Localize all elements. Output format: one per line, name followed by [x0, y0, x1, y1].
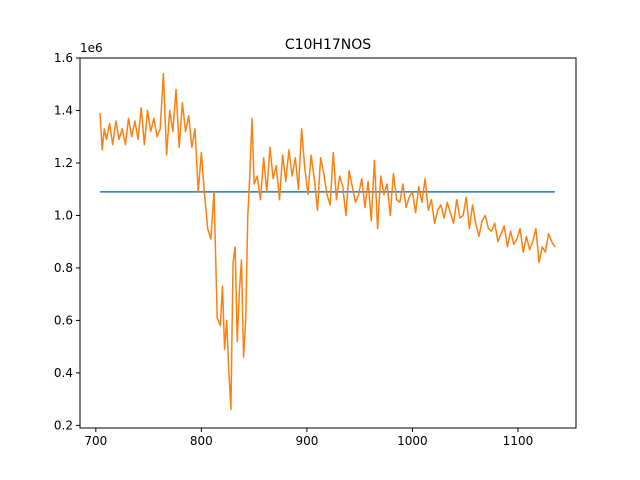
x-tick-label: 800 — [190, 434, 213, 448]
plot-area — [99, 72, 556, 411]
chart-title: C10H17NOS — [285, 37, 371, 53]
x-tick-label: 900 — [295, 434, 318, 448]
y-tick-label: 0.8 — [54, 261, 73, 275]
y-tick-label: 0.6 — [54, 313, 73, 327]
y-tick-label: 1.6 — [54, 51, 73, 65]
series-line-1 — [99, 72, 556, 411]
y-tick-label: 0.2 — [54, 418, 73, 432]
x-tick-label: 1100 — [503, 434, 534, 448]
y-tick-label: 1.4 — [54, 103, 73, 117]
y-tick-label: 0.4 — [54, 366, 73, 380]
x-tick-label: 1000 — [397, 434, 428, 448]
y-axis: 0.2 0.4 0.6 0.8 1.0 1.2 1.4 1.6 — [54, 51, 80, 432]
y-tick-label: 1.0 — [54, 208, 73, 222]
plot-frame — [79, 57, 577, 429]
x-axis: 700 800 900 1000 1100 — [84, 428, 533, 448]
y-offset-label: 1e6 — [80, 41, 103, 55]
y-tick-label: 1.2 — [54, 156, 73, 170]
x-tick-label: 700 — [84, 434, 107, 448]
